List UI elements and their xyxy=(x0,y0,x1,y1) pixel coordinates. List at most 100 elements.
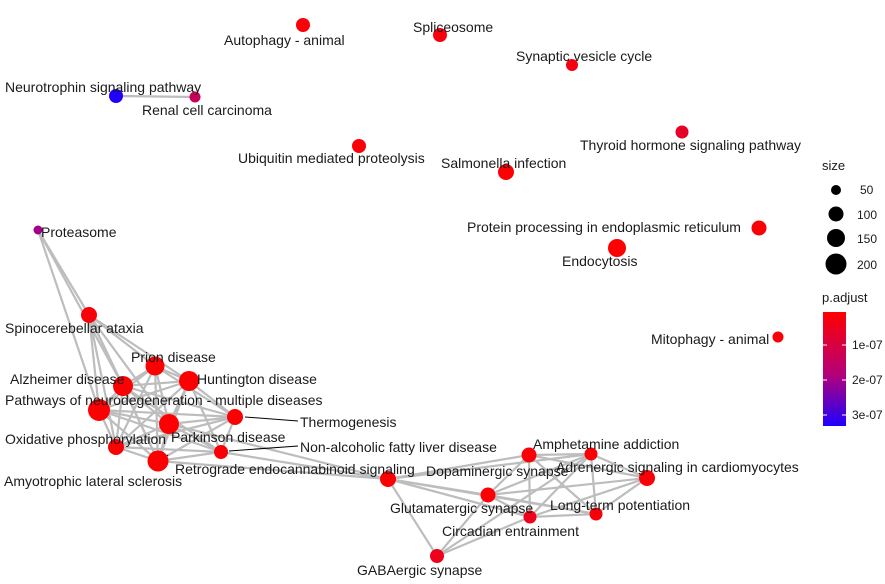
pathway-node xyxy=(159,414,179,434)
network-edge xyxy=(486,493,532,519)
network-edge xyxy=(36,228,101,412)
network-edge xyxy=(97,408,237,419)
pathway-node xyxy=(521,447,537,463)
color-legend-title: p.adjust xyxy=(822,290,868,305)
network-edge xyxy=(167,415,237,426)
pathway-label: Amphetamine addiction xyxy=(533,436,679,452)
pathway-label: Thyroid hormone signaling pathway xyxy=(580,137,801,153)
pathway-label: Parkinson disease xyxy=(171,429,286,445)
network-edge xyxy=(528,512,598,519)
pathway-label: Long-term potentiation xyxy=(550,497,690,513)
pathway-label: Glutamatergic synapse xyxy=(390,500,533,516)
network-edge xyxy=(87,313,191,383)
size-legend-symbol xyxy=(827,229,845,247)
network-edge xyxy=(36,228,125,388)
pathway-label: Dopaminergic synapse xyxy=(426,463,569,479)
color-legend: p.adjust 1e-07 2e-07 3e-07 xyxy=(822,290,883,426)
pathway-node xyxy=(608,239,626,257)
pathway-node xyxy=(189,91,201,103)
label-leader-line xyxy=(244,416,299,422)
pathway-label: Autophagy - animal xyxy=(224,32,345,48)
pathway-label: Proteasome xyxy=(41,224,117,240)
pathway-node xyxy=(480,487,496,503)
network-edge xyxy=(114,445,223,454)
pathway-node xyxy=(33,225,43,235)
pathway-label: Endocytosis xyxy=(562,253,637,269)
pathway-label: Neurotrophin signaling pathway xyxy=(5,79,201,95)
network-edge xyxy=(121,379,191,388)
pathway-node xyxy=(147,450,169,472)
label-leader-line xyxy=(228,445,299,452)
network-edge xyxy=(219,450,390,481)
network-edge xyxy=(87,313,101,412)
labels-layer: Autophagy - animal Spliceosome Synaptic ve… xyxy=(4,19,801,578)
pathway-node xyxy=(675,125,689,139)
network-edge xyxy=(156,450,223,463)
size-legend: size 50 100 150 200 xyxy=(822,158,877,275)
pathway-label: Alzheimer disease xyxy=(10,371,125,387)
network-edge xyxy=(153,364,237,419)
network-edge xyxy=(486,452,593,497)
size-legend-symbol xyxy=(825,253,847,275)
pathway-node xyxy=(113,376,133,396)
network-edge xyxy=(97,408,223,454)
size-legend-symbol xyxy=(831,185,841,195)
pathway-label: Pathways of neurodegeneration - multiple… xyxy=(5,392,323,408)
network-edge xyxy=(594,476,649,516)
pathway-node xyxy=(352,139,366,153)
network-edge xyxy=(87,313,118,449)
pathway-label: Ubiquitin mediated proteolysis xyxy=(238,150,425,166)
network-edge xyxy=(97,408,160,463)
pathway-label: Adrenergic signaling in cardiomyocytes xyxy=(556,459,799,475)
pathway-label: Spliceosome xyxy=(413,19,493,35)
pathway-label: Thermogenesis xyxy=(300,414,397,430)
network-edge xyxy=(527,452,593,457)
network-edge xyxy=(527,453,649,480)
network-edge xyxy=(156,415,237,463)
pathway-node xyxy=(214,445,228,459)
network-edge xyxy=(97,379,191,412)
pathway-node xyxy=(639,470,655,486)
pathway-label: Circadian entrainment xyxy=(442,523,579,539)
pathway-label: Synaptic vesicle cycle xyxy=(516,48,652,64)
pathway-node xyxy=(433,28,447,42)
pathway-label: Retrograde endocannabinoid signaling xyxy=(175,461,415,477)
pathway-label: Huntington disease xyxy=(197,371,317,387)
pathway-label: Mitophagy - animal xyxy=(651,331,769,347)
nodes-layer xyxy=(33,18,784,563)
pathway-label: Oxidative phosphorylation xyxy=(5,431,166,447)
size-legend-label: 100 xyxy=(857,208,877,222)
pathway-node xyxy=(88,399,110,421)
pathway-label: Salmonella infection xyxy=(441,155,566,171)
network-edge xyxy=(528,452,593,519)
network-edge xyxy=(486,493,598,516)
network-edge xyxy=(156,459,390,481)
pathway-label: Spinocerebellar ataxia xyxy=(5,320,144,336)
network-edge xyxy=(114,94,197,99)
color-legend-label: 2e-07 xyxy=(852,373,883,387)
size-legend-symbol xyxy=(828,206,844,222)
network-edge xyxy=(528,476,649,519)
pathway-node xyxy=(498,164,514,180)
size-legend-label: 200 xyxy=(857,258,877,272)
pathway-label: Prion disease xyxy=(131,349,216,365)
pathway-node xyxy=(81,307,97,323)
pathway-node xyxy=(296,18,310,32)
pathway-node xyxy=(430,549,444,563)
network-edge xyxy=(97,408,171,426)
pathway-node xyxy=(772,331,784,343)
pathway-label: GABAergic synapse xyxy=(357,562,482,578)
pathway-node xyxy=(145,356,165,376)
pathway-node xyxy=(227,409,243,425)
network-edge xyxy=(114,364,157,449)
network-edge xyxy=(114,415,237,449)
pathway-node xyxy=(108,439,124,455)
pathway-node xyxy=(589,507,603,521)
pathway-label: Renal cell carcinoma xyxy=(142,102,272,118)
network-edge xyxy=(386,477,439,558)
network-edge xyxy=(486,453,531,497)
network-edge xyxy=(435,493,490,558)
network-edge xyxy=(527,453,532,519)
network-edge xyxy=(435,452,593,558)
